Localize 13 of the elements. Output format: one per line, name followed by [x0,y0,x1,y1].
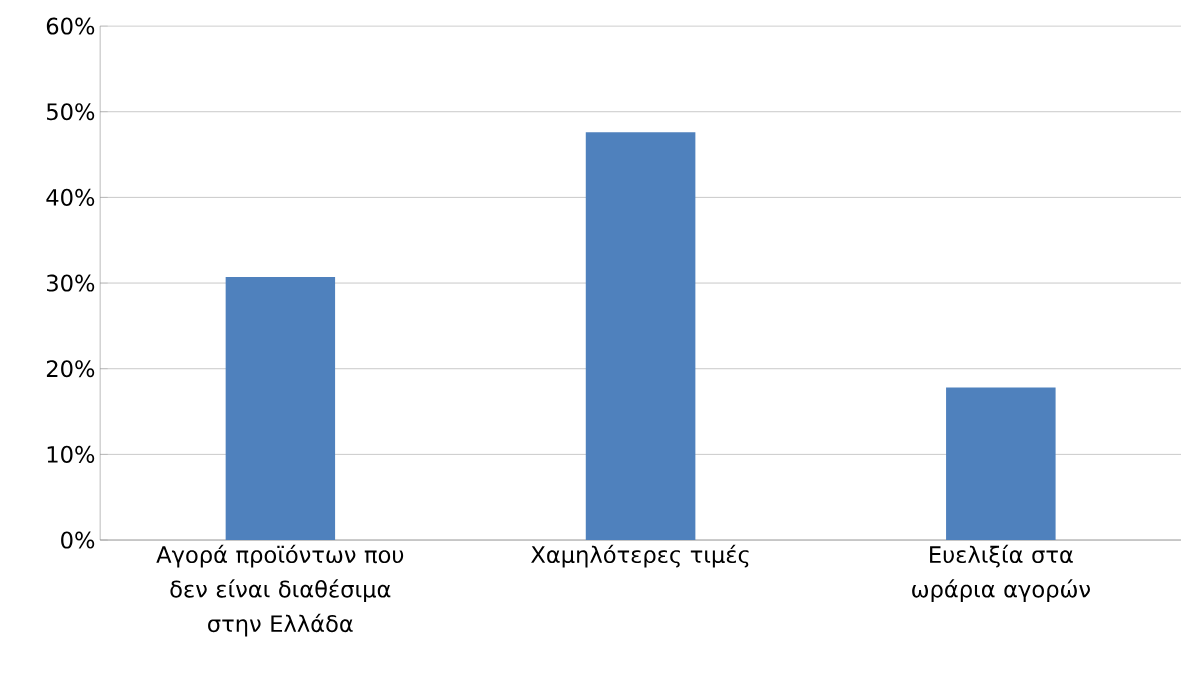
bar [946,387,1056,540]
y-tick-label: 50% [47,103,95,121]
bar [585,132,696,540]
bar [225,277,336,540]
x-tick-label: Χαμηλότερες τιμές [531,544,749,568]
y-tick-label: 60% [46,17,95,35]
y-tick-label: 30% [47,274,95,292]
x-tick-label: Αγορά προϊόντων που δεν είναι διαθέσιμα στην Ελλάδα [156,544,404,637]
x-tick-label: Ευελιξία στα ωράρια αγορών [912,544,1090,602]
y-tick-label: 20% [46,360,95,378]
y-tick-label: 10% [47,445,95,463]
y-tick-label: 0% [61,531,95,549]
y-tick-label: 40% [46,188,95,206]
